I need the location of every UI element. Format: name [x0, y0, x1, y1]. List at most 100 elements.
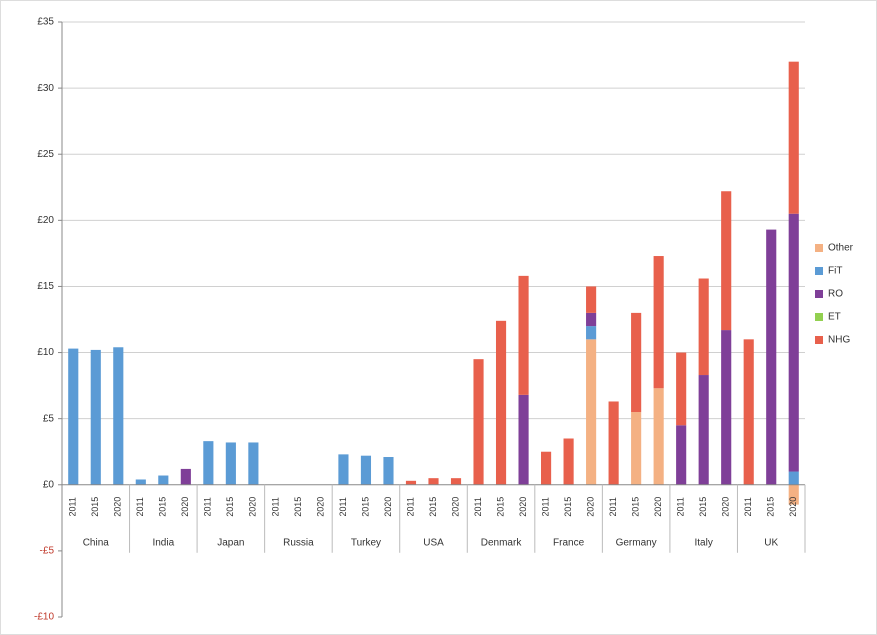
- group-label: Italy: [695, 537, 713, 548]
- bar-segment: [518, 275, 529, 395]
- x-tick-label: 2011: [270, 497, 280, 516]
- group-label: USA: [423, 537, 444, 548]
- group-label: UK: [764, 537, 778, 548]
- x-tick-label: 2020: [585, 497, 595, 517]
- x-tick-label: 2011: [68, 497, 78, 516]
- bar-segment: [563, 438, 574, 485]
- legend-swatch: [815, 336, 823, 344]
- x-tick-label: 2015: [158, 497, 168, 517]
- x-tick-label: 2011: [608, 497, 618, 516]
- bar-segment: [608, 401, 619, 485]
- x-tick-label: 2020: [248, 497, 258, 517]
- x-tick-label: 2015: [766, 497, 776, 517]
- x-tick-label: 2015: [495, 497, 505, 517]
- x-tick-label: 2015: [293, 497, 303, 517]
- legend-label: Other: [828, 243, 854, 254]
- x-tick-label: 2015: [360, 497, 370, 517]
- bar-segment: [473, 359, 484, 485]
- bar-segment: [383, 457, 394, 485]
- bar-segment: [360, 455, 372, 485]
- x-tick-label: 2015: [90, 497, 100, 517]
- y-tick-label: -£5: [40, 546, 55, 557]
- legend-swatch: [815, 290, 823, 298]
- bar-segment: [586, 326, 597, 340]
- bar-segment: [743, 339, 754, 485]
- bar-segment: [788, 61, 799, 214]
- bar-segment: [653, 388, 664, 485]
- group-label: France: [553, 537, 585, 548]
- bar-segment: [721, 330, 732, 485]
- bar-segment: [225, 442, 236, 485]
- legend-label: RO: [828, 289, 843, 300]
- bar-segment: [135, 479, 146, 485]
- x-tick-label: 2011: [338, 497, 348, 516]
- x-tick-label: 2011: [743, 497, 753, 516]
- bar-segment: [113, 347, 124, 485]
- x-tick-label: 2011: [540, 497, 550, 516]
- y-tick-label: £25: [37, 149, 54, 160]
- y-tick-label: £35: [37, 17, 54, 28]
- bar-segment: [631, 412, 642, 485]
- y-tick-label: £10: [37, 347, 54, 358]
- x-tick-label: 2020: [383, 497, 393, 517]
- bar-segment: [338, 454, 349, 485]
- bar-segment: [788, 471, 799, 485]
- x-tick-label: 2020: [450, 497, 460, 517]
- bar-segment: [495, 320, 507, 485]
- x-tick-label: 2020: [653, 497, 663, 517]
- x-tick-label: 2020: [721, 497, 731, 517]
- x-tick-label: 2011: [405, 497, 415, 516]
- bar-segment: [788, 213, 799, 472]
- bar-segment: [766, 229, 777, 485]
- y-tick-label: £15: [37, 281, 54, 292]
- bar-segment: [586, 312, 597, 327]
- y-tick-label: £30: [37, 83, 54, 94]
- bar-segment: [698, 278, 709, 376]
- legend-swatch: [815, 313, 823, 321]
- bar-segment: [405, 480, 417, 485]
- y-tick-label: £20: [37, 215, 54, 226]
- bar-segment: [676, 352, 687, 426]
- group-label: Germany: [616, 537, 657, 548]
- x-tick-label: 2015: [698, 497, 708, 517]
- y-tick-label: -£10: [34, 612, 54, 623]
- x-tick-label: 2020: [518, 497, 528, 517]
- bar-segment: [788, 484, 799, 505]
- bar-segment: [90, 349, 101, 485]
- x-tick-label: 2020: [788, 497, 798, 517]
- group-label: Denmark: [481, 537, 523, 548]
- bar-segment: [721, 191, 732, 331]
- x-tick-label: 2020: [180, 497, 190, 517]
- bar-segment: [631, 312, 642, 413]
- bar-segment: [158, 475, 169, 485]
- group-label: China: [83, 537, 110, 548]
- legend-swatch: [815, 267, 823, 275]
- x-tick-label: 2015: [563, 497, 573, 517]
- group-label: Japan: [217, 537, 244, 548]
- bar-segment: [203, 441, 214, 485]
- bar-segment: [586, 286, 597, 313]
- bar-segment: [248, 442, 259, 485]
- legend-label: ET: [828, 312, 841, 323]
- x-tick-label: 2015: [631, 497, 641, 517]
- x-tick-label: 2015: [225, 497, 235, 517]
- legend-label: FiT: [828, 266, 842, 277]
- bar-segment: [518, 394, 529, 485]
- x-tick-label: 2011: [473, 497, 483, 516]
- group-label: Russia: [283, 537, 314, 548]
- bar-segment: [676, 425, 687, 485]
- y-tick-label: £0: [43, 479, 55, 490]
- group-label: India: [152, 537, 174, 548]
- x-tick-label: 2020: [113, 497, 123, 517]
- x-tick-label: 2011: [135, 497, 145, 516]
- bar-segment: [698, 375, 709, 485]
- bar-segment: [541, 451, 552, 485]
- bar-segment: [653, 256, 664, 389]
- bar-segment: [586, 339, 597, 485]
- legend-label: NHG: [828, 335, 850, 346]
- x-tick-label: 2020: [315, 497, 325, 517]
- legend-swatch: [815, 244, 823, 252]
- bar-segment: [428, 478, 439, 485]
- x-tick-label: 2015: [428, 497, 438, 517]
